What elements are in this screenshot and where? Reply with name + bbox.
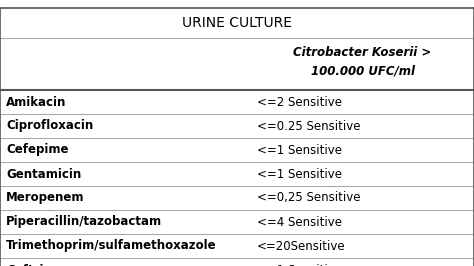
Text: <=1 Sensitive: <=1 Sensitive <box>257 168 342 181</box>
Text: Citrobacter Koserii >
100.000 UFC/ml: Citrobacter Koserii > 100.000 UFC/ml <box>293 47 432 77</box>
Text: Ceftriaxone: Ceftriaxone <box>6 264 83 266</box>
Text: <=4 Sensitive: <=4 Sensitive <box>257 215 342 228</box>
Text: Amikacin: Amikacin <box>6 95 66 109</box>
Text: <=0.25 Sensitive: <=0.25 Sensitive <box>257 119 361 132</box>
Text: <=0,25 Sensitive: <=0,25 Sensitive <box>257 192 361 205</box>
Text: Ciprofloxacin: Ciprofloxacin <box>6 119 93 132</box>
Text: Cefepime: Cefepime <box>6 143 69 156</box>
Text: <=20Sensitive: <=20Sensitive <box>257 239 346 252</box>
Text: Trimethoprim/sulfamethoxazole: Trimethoprim/sulfamethoxazole <box>6 239 217 252</box>
Text: URINE CULTURE: URINE CULTURE <box>182 16 292 30</box>
Text: Gentamicin: Gentamicin <box>6 168 81 181</box>
Text: <=2 Sensitive: <=2 Sensitive <box>257 95 342 109</box>
Text: <=1 Sensitive: <=1 Sensitive <box>257 264 342 266</box>
Text: Piperacillin/tazobactam: Piperacillin/tazobactam <box>6 215 162 228</box>
Text: <=1 Sensitive: <=1 Sensitive <box>257 143 342 156</box>
Text: Meropenem: Meropenem <box>6 192 84 205</box>
